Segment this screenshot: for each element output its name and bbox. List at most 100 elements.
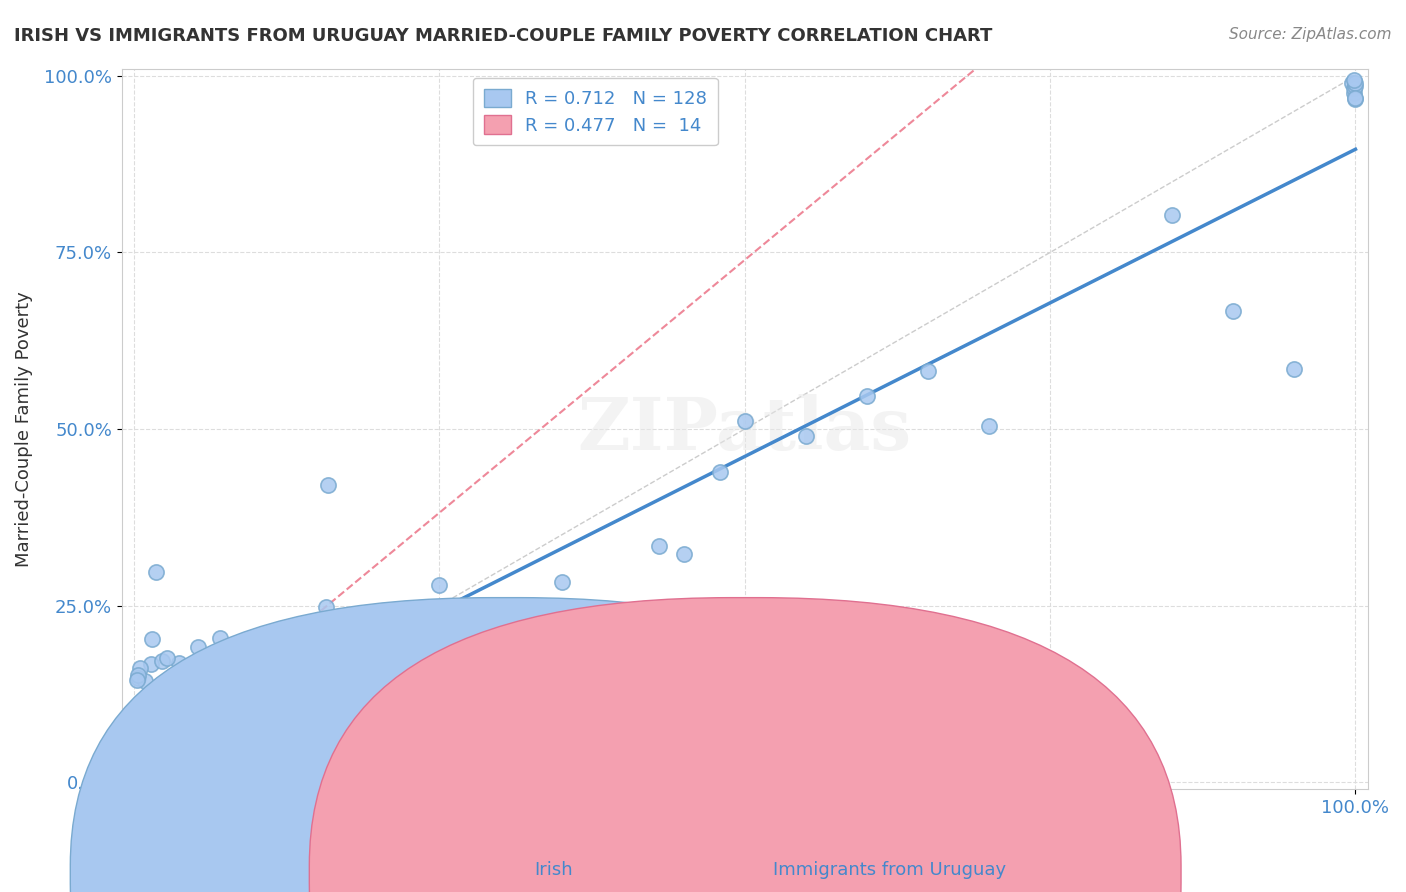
Irish bbox=[124, 757, 146, 772]
Irish bbox=[153, 775, 176, 789]
Irish bbox=[294, 653, 316, 667]
Irish bbox=[134, 775, 156, 789]
Irish bbox=[156, 651, 179, 665]
Irish bbox=[205, 673, 228, 688]
Irish bbox=[287, 647, 309, 661]
Irish bbox=[195, 775, 218, 789]
Irish bbox=[127, 673, 149, 688]
Immigrants from Uruguay bbox=[129, 749, 152, 764]
Irish bbox=[429, 577, 451, 591]
Irish bbox=[259, 660, 281, 674]
Irish bbox=[127, 747, 149, 761]
Irish bbox=[125, 775, 148, 789]
Irish bbox=[173, 743, 195, 757]
Irish bbox=[142, 692, 165, 706]
Irish bbox=[131, 718, 153, 732]
Irish bbox=[134, 674, 156, 689]
Irish bbox=[131, 775, 153, 789]
Irish bbox=[648, 539, 671, 553]
Irish bbox=[132, 775, 155, 789]
Irish bbox=[242, 729, 264, 743]
Irish bbox=[155, 775, 177, 789]
Irish bbox=[146, 682, 169, 697]
Irish bbox=[179, 775, 201, 789]
Irish bbox=[152, 755, 174, 769]
Irish bbox=[1222, 304, 1244, 318]
Irish bbox=[195, 662, 218, 676]
Y-axis label: Married-Couple Family Poverty: Married-Couple Family Poverty bbox=[15, 291, 32, 567]
Irish bbox=[142, 706, 165, 720]
Immigrants from Uruguay bbox=[136, 772, 159, 787]
Irish bbox=[125, 775, 148, 789]
Irish bbox=[636, 640, 658, 654]
Irish bbox=[134, 775, 156, 789]
Irish bbox=[209, 632, 232, 646]
Irish bbox=[219, 775, 242, 789]
Immigrants from Uruguay bbox=[125, 775, 148, 789]
Irish bbox=[247, 737, 270, 751]
Irish bbox=[240, 721, 263, 735]
Irish bbox=[135, 775, 157, 789]
Irish bbox=[229, 775, 252, 789]
Irish bbox=[139, 657, 162, 671]
Irish bbox=[169, 775, 191, 789]
Irish bbox=[269, 715, 291, 730]
Irish bbox=[145, 565, 167, 579]
Irish bbox=[198, 775, 221, 789]
Irish bbox=[1340, 76, 1362, 90]
Irish bbox=[124, 775, 146, 789]
Irish bbox=[169, 757, 191, 772]
Irish bbox=[172, 678, 194, 692]
Irish bbox=[125, 775, 148, 789]
Irish bbox=[141, 632, 163, 647]
Text: ZIPatlas: ZIPatlas bbox=[578, 393, 912, 465]
Irish bbox=[1344, 92, 1367, 106]
Irish bbox=[141, 751, 163, 765]
Irish bbox=[162, 758, 184, 772]
Irish bbox=[138, 775, 160, 789]
Irish bbox=[142, 723, 165, 738]
Irish bbox=[157, 760, 180, 774]
Irish bbox=[183, 737, 205, 751]
Irish bbox=[270, 690, 292, 704]
Irish bbox=[170, 775, 193, 789]
Irish bbox=[1344, 79, 1367, 94]
Irish bbox=[129, 661, 152, 675]
Irish bbox=[917, 364, 939, 378]
Irish bbox=[221, 764, 243, 778]
Immigrants from Uruguay bbox=[125, 761, 148, 775]
Text: Irish: Irish bbox=[626, 826, 665, 844]
Irish bbox=[176, 680, 198, 694]
Irish bbox=[1161, 208, 1184, 222]
Irish bbox=[794, 429, 817, 443]
Irish bbox=[139, 775, 162, 789]
Text: Source: ZipAtlas.com: Source: ZipAtlas.com bbox=[1229, 27, 1392, 42]
Irish bbox=[132, 775, 155, 789]
Irish bbox=[233, 775, 256, 789]
Immigrants from Uruguay bbox=[124, 752, 146, 766]
Irish bbox=[132, 775, 155, 789]
Irish bbox=[141, 734, 163, 748]
Irish bbox=[709, 465, 731, 479]
Irish bbox=[672, 547, 695, 561]
Irish bbox=[1343, 81, 1365, 95]
Irish bbox=[489, 672, 512, 686]
Irish bbox=[131, 775, 153, 789]
Text: Irish: Irish bbox=[534, 861, 572, 879]
Irish bbox=[1344, 91, 1367, 105]
Legend: R = 0.712   N = 128, R = 0.477   N =  14: R = 0.712 N = 128, R = 0.477 N = 14 bbox=[472, 78, 718, 145]
Immigrants from Uruguay bbox=[131, 773, 153, 788]
Irish bbox=[187, 775, 209, 789]
Irish bbox=[167, 707, 190, 722]
Text: IRISH VS IMMIGRANTS FROM URUGUAY MARRIED-COUPLE FAMILY POVERTY CORRELATION CHART: IRISH VS IMMIGRANTS FROM URUGUAY MARRIED… bbox=[14, 27, 993, 45]
Irish bbox=[162, 775, 184, 789]
Irish bbox=[307, 768, 329, 782]
Irish bbox=[1343, 72, 1365, 87]
Irish bbox=[159, 775, 181, 789]
Irish bbox=[294, 677, 316, 691]
Irish bbox=[209, 771, 232, 785]
Irish bbox=[977, 419, 1000, 434]
Irish bbox=[139, 775, 162, 789]
Irish bbox=[129, 775, 152, 789]
Irish bbox=[173, 684, 195, 698]
